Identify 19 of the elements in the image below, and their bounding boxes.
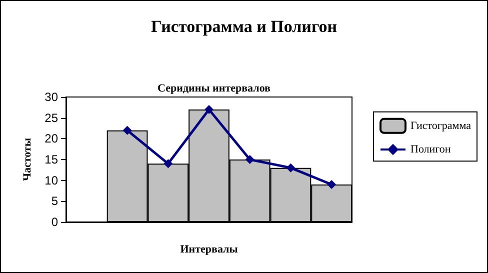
x-axis-title: Интервалы bbox=[180, 244, 238, 256]
chart-title: Гистограмма и Полигон bbox=[150, 17, 338, 36]
y-tick-label: 5 bbox=[51, 194, 58, 208]
legend-label: Гистограмма bbox=[410, 120, 472, 132]
point bbox=[245, 155, 254, 164]
y-tick-label: 20 bbox=[44, 132, 58, 146]
y-axis-title: Частоты bbox=[22, 138, 34, 182]
point bbox=[122, 126, 132, 135]
point bbox=[286, 163, 296, 172]
y-tick-label: 25 bbox=[44, 110, 58, 125]
y-tick-label: 10 bbox=[44, 173, 58, 188]
point bbox=[164, 159, 173, 168]
legend-label: Полигон bbox=[410, 144, 451, 156]
chart-subtitle: Серидины интервалов bbox=[158, 82, 271, 94]
y-tick-label: 30 bbox=[44, 90, 58, 104]
y-tick-label: 15 bbox=[44, 152, 58, 166]
point bbox=[327, 180, 336, 189]
y-tick-label: 0 bbox=[51, 215, 58, 229]
point bbox=[204, 105, 214, 114]
